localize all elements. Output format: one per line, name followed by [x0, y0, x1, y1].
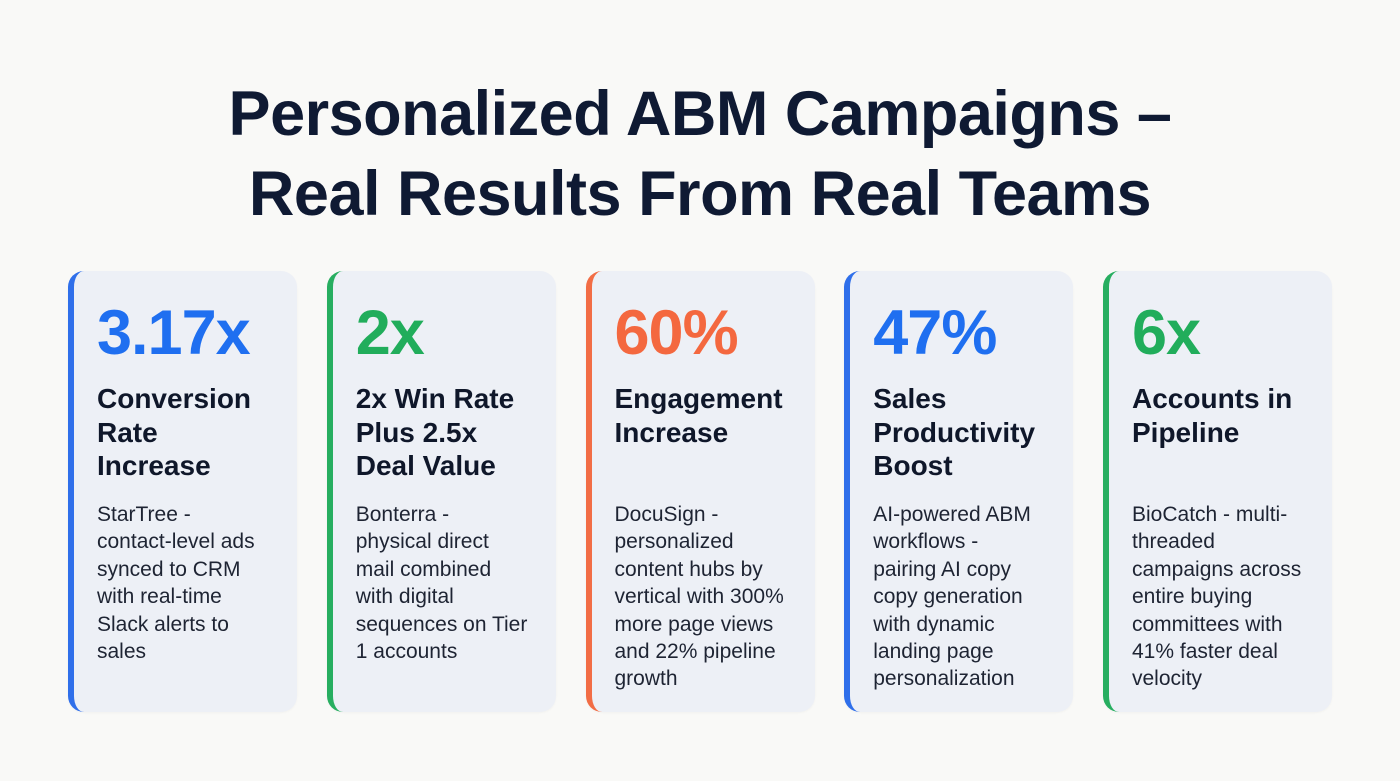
- card-heading-line: Productivity: [873, 416, 1036, 448]
- card-heading-line: 2x Win Rate: [355, 383, 515, 414]
- card-description-line: content hubs by: [614, 557, 763, 581]
- card-heading-line: Accounts in: [1132, 383, 1293, 414]
- card-description-line: contact-level ads: [97, 530, 255, 554]
- stat-value: 3.17x: [97, 298, 251, 368]
- card-description-line: synced to CRM: [97, 557, 241, 581]
- card-description-line: Slack alerts to: [97, 612, 229, 636]
- stat-value: 60%: [614, 298, 739, 368]
- card-description-line: and 22% pipeline: [614, 640, 776, 664]
- card-description-line: committees with: [1132, 612, 1283, 636]
- card-heading: Accounts in Pipeline: [1132, 382, 1332, 489]
- stat-value: 2x: [355, 298, 425, 368]
- card-description-line: physical direct: [355, 530, 489, 554]
- card-description-line: with dynamic: [873, 612, 995, 636]
- card-description: BioCatch - multi- threaded campaigns acr…: [1132, 501, 1334, 693]
- card-description-line: 1 accounts: [355, 640, 458, 664]
- card-description-line: campaigns across: [1132, 557, 1302, 581]
- result-card-startree: 3.17x Conversion Rate Increase StarTree …: [68, 271, 297, 712]
- card-heading: Conversion Rate Increase: [97, 382, 297, 489]
- results-card-row: 3.17x Conversion Rate Increase StarTree …: [68, 271, 1332, 712]
- card-description: Bonterra - physical direct mail combined…: [356, 501, 558, 665]
- stat-value: 47%: [873, 298, 997, 368]
- card-description-line: landing page: [873, 640, 994, 664]
- card-heading-line: Deal Value: [355, 450, 496, 481]
- card-description-line: threaded: [1132, 530, 1215, 554]
- card-description-line: velocity: [1132, 667, 1203, 691]
- card-description-line: personalized: [614, 530, 734, 554]
- card-description: DocuSign - personalized content hubs by …: [615, 501, 817, 693]
- card-description-line: personalization: [873, 667, 1015, 691]
- card-heading: Engagement Increase: [615, 382, 815, 489]
- card-description-line: StarTree -: [97, 503, 191, 526]
- result-card-biocatch: 6x Accounts in Pipeline BioCatch - multi…: [1103, 271, 1332, 712]
- card-description-line: workflows -: [873, 530, 979, 554]
- card-heading-line: Pipeline: [1132, 416, 1240, 448]
- card-description-line: 41% faster deal: [1132, 640, 1278, 664]
- card-description-line: BioCatch - multi-: [1132, 503, 1288, 526]
- card-heading-line: Sales: [873, 383, 947, 414]
- card-description-line: DocuSign -: [614, 503, 719, 526]
- card-description-line: Bonterra -: [355, 503, 450, 526]
- card-description-line: with real-time: [97, 585, 222, 609]
- card-description-line: sales: [97, 640, 147, 664]
- card-description: AI-powered ABM workflows - pairing AI co…: [873, 501, 1075, 693]
- card-description-line: growth: [614, 667, 678, 691]
- card-heading-line: Rate: [97, 416, 158, 448]
- card-heading-line: Increase: [97, 450, 211, 481]
- card-description-line: mail combined: [355, 557, 492, 581]
- card-heading-line: Increase: [614, 416, 729, 448]
- card-description-line: AI-powered ABM: [873, 503, 1031, 526]
- result-card-bonterra: 2x 2x Win Rate Plus 2.5x Deal Value Bont…: [326, 271, 558, 712]
- card-description-line: more page views: [614, 612, 774, 636]
- result-card-docusign: 60% Engagement Increase DocuSign - perso…: [585, 271, 817, 712]
- page-title-line-2: Real Results From Real Teams: [248, 159, 1152, 229]
- card-description-line: entire buying: [1132, 585, 1253, 609]
- card-heading: Sales Productivity Boost: [873, 382, 1073, 489]
- card-description-line: with digital: [355, 585, 454, 609]
- card-description: StarTree - contact-level ads synced to C…: [97, 501, 299, 665]
- card-heading-line: Plus 2.5x: [355, 416, 478, 448]
- card-description-line: sequences on Tier: [355, 612, 528, 636]
- card-heading: 2x Win Rate Plus 2.5x Deal Value: [356, 382, 556, 489]
- card-heading-line: Conversion: [97, 383, 252, 414]
- card-description-line: pairing AI copy: [873, 557, 1012, 581]
- result-card-ai-workflows: 47% Sales Productivity Boost AI-powered …: [844, 271, 1075, 712]
- stat-value: 6x: [1132, 298, 1201, 368]
- card-description-line: vertical with 300%: [614, 585, 784, 609]
- card-heading-line: Engagement: [614, 383, 783, 414]
- card-heading-line: Boost: [873, 450, 953, 481]
- page-title-line-1: Personalized ABM Campaigns –: [228, 79, 1172, 149]
- page-title: Personalized ABM Campaigns – Real Result…: [0, 74, 1400, 234]
- card-description-line: copy generation: [873, 585, 1023, 609]
